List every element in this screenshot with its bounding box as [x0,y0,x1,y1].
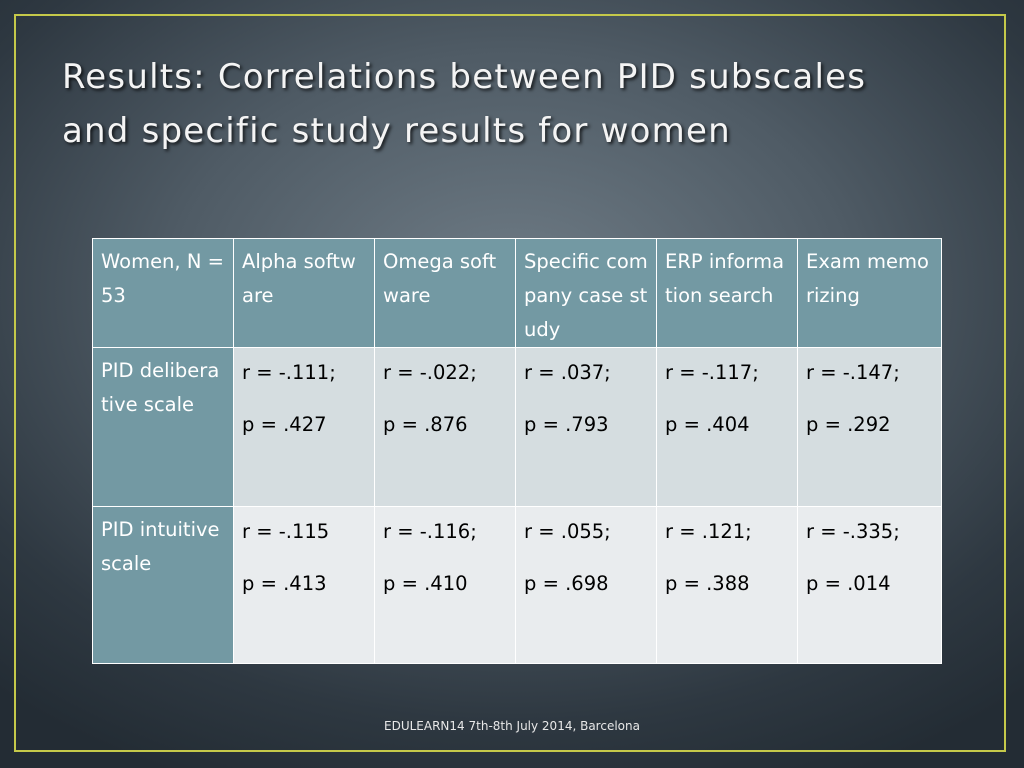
column-header-exam-memorizing: Exam memorizing [797,238,942,348]
p-value: p = .404 [665,413,750,436]
p-value: p = .413 [242,572,327,595]
table-cell: r = -.116; p = .410 [374,506,516,664]
p-value: p = .793 [524,413,609,436]
p-value: p = .388 [665,572,750,595]
table-row-pid-deliberative: PID deliberative scale r = -.111; p = .42… [92,347,942,507]
r-value: r = .037; [524,361,611,384]
table-cell: r = -.147; p = .292 [797,347,942,507]
column-header-specific-company-case-study: Specific company case study [515,238,657,348]
table-cell: r = -.115 p = .413 [233,506,375,664]
table-row-pid-intuitive: PID intuitive scale r = -.115 p = .413 r … [92,506,942,664]
r-value: r = -.022; [383,361,477,384]
p-value: p = .698 [524,572,609,595]
table-cell: r = .055; p = .698 [515,506,657,664]
r-value: r = .121; [665,520,752,543]
r-value: r = -.115 [242,520,330,543]
column-header-alpha-software: Alpha software [233,238,375,348]
table-cell: r = .121; p = .388 [656,506,798,664]
p-value: p = .876 [383,413,468,436]
r-value: r = -.116; [383,520,477,543]
slide-footer: EDULEARN14 7th-8th July 2014, Barcelona [384,719,640,733]
table-header-row: Women, N = 53 Alpha software Omega softw… [92,238,942,348]
r-value: r = .055; [524,520,611,543]
slide-border-frame [14,14,1006,752]
column-header-erp-information-search: ERP information search [656,238,798,348]
table-cell: r = -.335; p = .014 [797,506,942,664]
r-value: r = -.147; [806,361,900,384]
slide-title: Results: Correlations between PID subsca… [62,50,962,158]
table-cell: r = .037; p = .793 [515,347,657,507]
slide-title-line-2: and specific study results for women [62,111,731,151]
p-value: p = .014 [806,572,891,595]
correlation-table: Women, N = 53 Alpha software Omega softw… [92,238,942,664]
table-cell: r = -.117; p = .404 [656,347,798,507]
row-header-pid-deliberative: PID deliberative scale [92,347,234,507]
p-value: p = .292 [806,413,891,436]
table-cell: r = -.111; p = .427 [233,347,375,507]
table-corner-header: Women, N = 53 [92,238,234,348]
r-value: r = -.117; [665,361,759,384]
r-value: r = -.335; [806,520,900,543]
column-header-omega-software: Omega software [374,238,516,348]
p-value: p = .427 [242,413,327,436]
slide-title-line-1: Results: Correlations between PID subsca… [62,57,867,97]
p-value: p = .410 [383,572,468,595]
r-value: r = -.111; [242,361,336,384]
table-cell: r = -.022; p = .876 [374,347,516,507]
row-header-pid-intuitive: PID intuitive scale [92,506,234,664]
